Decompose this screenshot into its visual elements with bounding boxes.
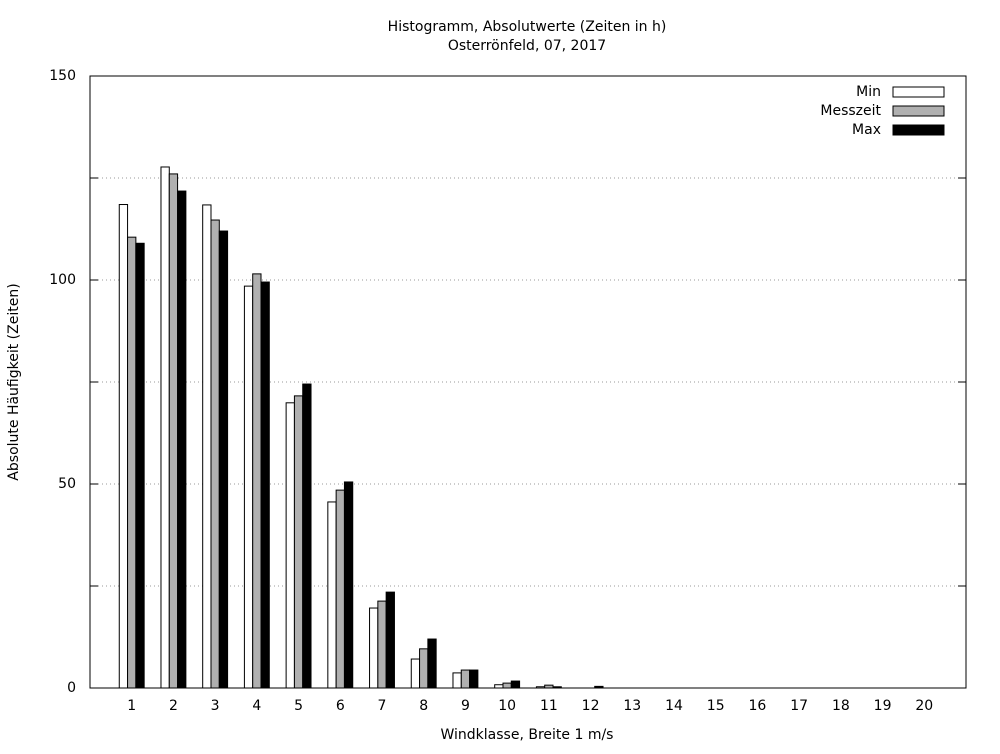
- x-tick-label: 7: [378, 698, 387, 714]
- bar: [502, 682, 512, 689]
- bar: [243, 285, 254, 689]
- x-tick-label: 8: [419, 698, 428, 714]
- legend-swatch: [892, 105, 945, 117]
- bar: [218, 230, 229, 689]
- y-tick-label: 150: [49, 68, 76, 84]
- x-tick-label: 12: [582, 698, 600, 714]
- x-tick-label: 1: [127, 698, 136, 714]
- bar: [202, 204, 212, 689]
- x-tick-label: 16: [749, 698, 767, 714]
- bar: [210, 219, 220, 689]
- plot-frame: [89, 75, 967, 689]
- bar: [177, 190, 187, 689]
- x-tick-label: 3: [211, 698, 220, 714]
- legend-label: Min: [856, 84, 881, 100]
- x-tick-label: 15: [707, 698, 725, 714]
- bar: [510, 680, 521, 689]
- chart-subtitle: Osterrönfeld, 07, 2017: [448, 38, 606, 54]
- bar: [118, 204, 129, 689]
- bar: [160, 166, 170, 689]
- x-tick-label: 5: [294, 698, 303, 714]
- x-tick-label: 4: [252, 698, 261, 714]
- bar: [460, 669, 471, 689]
- legend-label: Max: [852, 122, 881, 138]
- legend-swatch: [892, 124, 945, 136]
- bar: [335, 489, 345, 689]
- y-tick-label: 0: [67, 680, 76, 696]
- legend-swatch: [892, 86, 945, 98]
- x-tick-label: 10: [498, 698, 516, 714]
- bar: [327, 501, 337, 689]
- bar: [127, 236, 137, 689]
- x-tick-label: 19: [874, 698, 892, 714]
- x-tick-label: 13: [623, 698, 641, 714]
- bar: [410, 658, 421, 689]
- bar: [302, 383, 312, 689]
- bar: [369, 607, 379, 689]
- bar: [419, 648, 429, 689]
- bar: [385, 591, 395, 689]
- legend-label: Messzeit: [820, 103, 881, 119]
- bar: [293, 395, 304, 689]
- x-tick-label: 11: [540, 698, 558, 714]
- bar: [452, 672, 462, 689]
- x-tick-label: 18: [832, 698, 850, 714]
- y-axis-label: Absolute Häufigkeit (Zeiten): [6, 283, 22, 480]
- y-tick-label: 50: [58, 476, 76, 492]
- y-tick-label: 100: [49, 272, 76, 288]
- bar: [285, 402, 295, 689]
- x-tick-label: 2: [169, 698, 178, 714]
- x-tick-label: 9: [461, 698, 470, 714]
- bar: [260, 281, 270, 689]
- bar: [427, 638, 437, 689]
- bar: [252, 273, 262, 689]
- x-tick-label: 17: [790, 698, 808, 714]
- chart-title: Histogramm, Absolutwerte (Zeiten in h): [388, 19, 667, 35]
- bar: [469, 669, 479, 689]
- x-axis-label: Windklasse, Breite 1 m/s: [441, 727, 614, 743]
- bar: [168, 173, 179, 689]
- bar: [135, 242, 145, 689]
- x-tick-label: 20: [915, 698, 933, 714]
- bar: [343, 481, 354, 689]
- bar: [377, 600, 387, 689]
- x-tick-label: 6: [336, 698, 345, 714]
- x-tick-label: 14: [665, 698, 683, 714]
